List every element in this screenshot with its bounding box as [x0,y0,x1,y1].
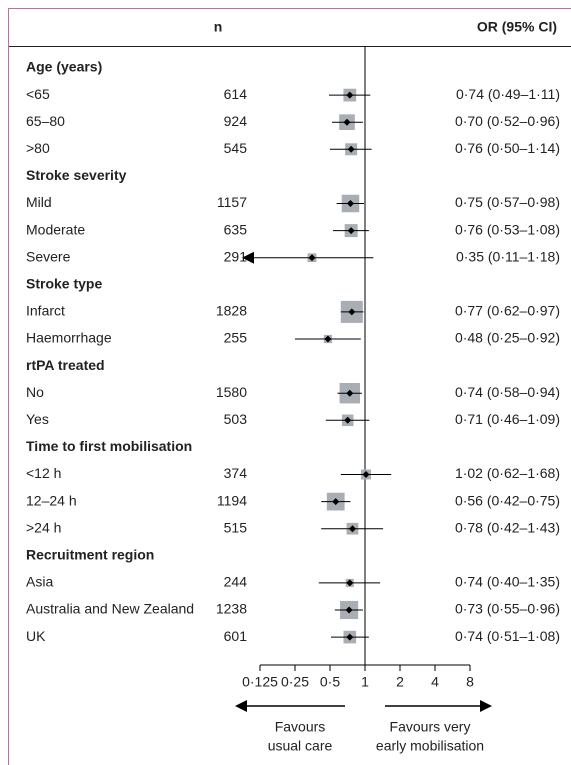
row-label: Asia [26,574,53,590]
ci-label: 0·75 (0·57–0·98) [455,194,560,210]
right-annotation: Favours very [390,719,471,735]
row-label: Yes [26,411,49,427]
group-label: rtPA treated [26,357,105,373]
left-arrowhead [235,700,247,712]
x-tick-label: 4 [431,674,439,690]
row-label: Moderate [26,221,85,237]
row-label: 12–24 h [26,492,77,508]
row-label: Haemorrhage [26,330,112,346]
point-estimate [324,335,332,343]
point-estimate [346,633,354,641]
left-annotation: usual care [268,738,333,754]
n-value: 1828 [216,303,247,319]
point-estimate [346,389,354,397]
ci-label: 0·74 (0·49–1·11) [456,86,560,102]
ci-label: 0·70 (0·52–0·96) [455,113,560,129]
row-label: Mild [26,194,52,210]
n-value: 635 [224,221,248,237]
x-tick-label: 0·125 [242,674,278,690]
point-estimate [348,525,356,533]
ci-label: 0·71 (0·46–1·09) [455,411,560,427]
ci-label: 0·74 (0·51–1·08) [455,628,560,644]
row-label: 65–80 [26,113,65,129]
n-value: 1238 [216,601,247,617]
ci-label: 1·02 (0·62–1·68) [455,465,560,481]
point-estimate [345,606,353,614]
right-arrowhead [480,700,492,712]
n-value: 614 [224,86,248,102]
point-estimate [362,471,370,478]
ci-label: 0·77 (0·62–0·97) [455,303,560,319]
n-header: n [214,19,223,35]
point-estimate [348,308,356,316]
n-value: 1194 [217,492,247,508]
row-label: Australia and New Zealand [26,601,194,617]
ci-arrow [242,251,254,264]
point-estimate [346,91,354,99]
ci-label: 0·76 (0·50–1·14) [455,140,560,156]
row-label: Infarct [26,303,65,319]
n-value: 924 [224,113,248,129]
point-estimate [308,254,316,262]
row-label: No [26,384,44,400]
n-value: 1157 [217,194,247,210]
row-label: <65 [26,86,50,102]
x-tick-label: 8 [466,674,474,690]
left-annotation: Favours [275,719,326,735]
n-value: 1580 [216,384,247,400]
n-value: 545 [224,140,248,156]
ci-label: 0·73 (0·55–0·96) [455,601,560,617]
n-value: 503 [224,411,248,427]
point-estimate [346,200,354,207]
point-estimate [346,579,354,587]
x-tick-label: 0·5 [320,674,340,690]
group-label: Stroke type [26,276,102,292]
group-label: Recruitment region [26,547,154,563]
group-label: Age (years) [26,59,102,75]
ci-label: 0·74 (0·40–1·35) [455,574,560,590]
ci-label: 0·74 (0·58–0·94) [455,384,560,400]
ci-header: OR (95% CI) [477,19,557,35]
n-value: 515 [224,519,248,535]
point-estimate [343,118,351,126]
row-label: Severe [26,248,71,264]
n-value: 374 [224,465,248,481]
ci-label: 0·48 (0·25–0·92) [455,330,560,346]
ci-label: 0·78 (0·42–1·43) [455,519,560,535]
point-estimate [347,227,355,235]
n-value: 255 [224,330,248,346]
right-annotation: early mobilisation [376,738,484,754]
group-label: Stroke severity [26,167,127,183]
n-value: 291 [224,248,248,264]
n-value: 601 [224,628,248,644]
n-value: 244 [224,574,248,590]
ci-label: 0·76 (0·53–1·08) [455,221,560,237]
point-estimate [332,498,340,506]
x-tick-label: 2 [396,674,404,690]
point-estimate [347,145,355,153]
x-tick-label: 1 [361,674,369,690]
x-tick-label: 0·25 [281,674,309,690]
ci-label: 0·56 (0·42–0·75) [455,492,560,508]
row-label: >24 h [26,519,61,535]
group-label: Time to first mobilisation [26,438,192,454]
row-label: UK [26,628,46,644]
row-label: >80 [26,140,50,156]
row-label: <12 h [26,465,61,481]
point-estimate [344,416,352,424]
ci-label: 0·35 (0·11–1·18) [456,248,560,264]
